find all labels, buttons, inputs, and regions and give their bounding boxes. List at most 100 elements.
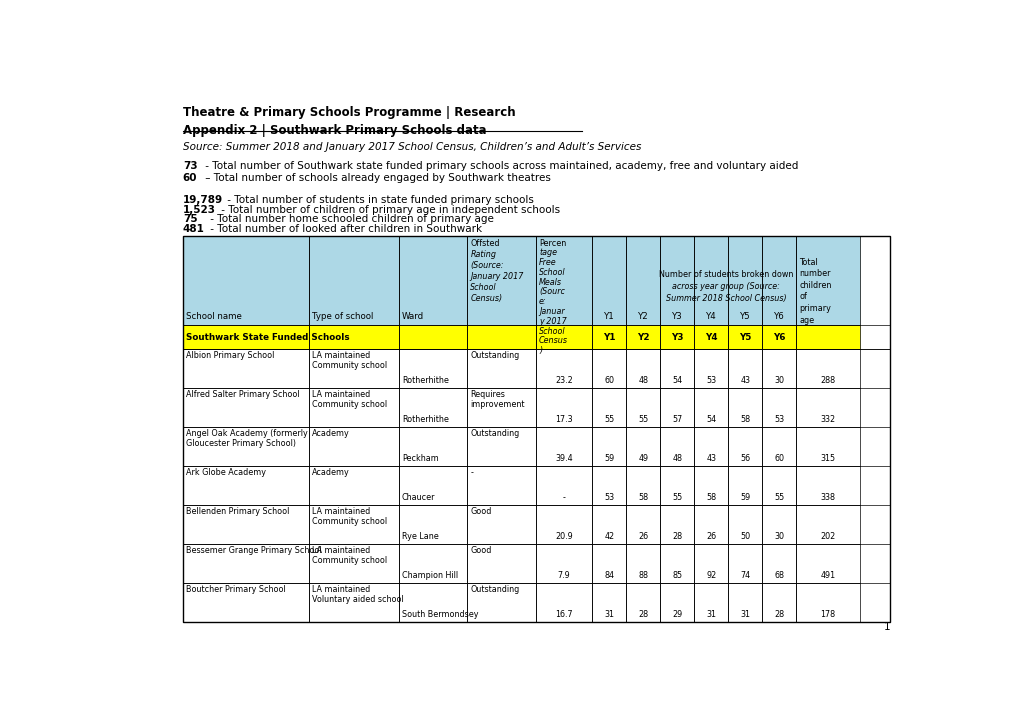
Text: 56: 56 — [740, 454, 750, 463]
Bar — [309, 427, 398, 466]
Bar — [796, 505, 859, 544]
Text: 178: 178 — [819, 610, 835, 619]
Bar — [659, 583, 694, 622]
Text: - Total number home schooled children of primary age: - Total number home schooled children of… — [206, 214, 493, 224]
Text: 60: 60 — [182, 172, 197, 182]
Text: tage: tage — [538, 249, 556, 257]
Text: Ward: Ward — [401, 312, 424, 322]
Text: 73: 73 — [182, 162, 198, 172]
Text: Community school: Community school — [312, 556, 386, 565]
Text: 43: 43 — [705, 454, 715, 463]
Text: 26: 26 — [705, 532, 715, 541]
Bar — [728, 505, 761, 544]
Bar — [761, 388, 796, 427]
Bar — [626, 505, 659, 544]
Text: 1,523: 1,523 — [182, 205, 216, 215]
Bar — [626, 427, 659, 466]
Text: Y3: Y3 — [671, 332, 683, 342]
Bar — [761, 583, 796, 622]
Text: -: - — [562, 493, 566, 502]
Bar — [694, 236, 728, 325]
Bar — [659, 349, 694, 388]
Text: Y5: Y5 — [739, 312, 750, 322]
Bar — [535, 388, 592, 427]
Bar — [182, 349, 309, 388]
Text: 55: 55 — [773, 493, 784, 502]
Text: 58: 58 — [740, 415, 750, 424]
Bar — [694, 505, 728, 544]
Text: 55: 55 — [638, 415, 648, 424]
Text: 49: 49 — [638, 454, 648, 463]
Text: Gloucester Primary School): Gloucester Primary School) — [185, 439, 296, 448]
Bar — [659, 505, 694, 544]
Bar — [535, 325, 592, 349]
Bar — [467, 325, 535, 349]
Text: 54: 54 — [705, 415, 715, 424]
Text: 39.4: 39.4 — [554, 454, 573, 463]
Text: 48: 48 — [638, 376, 648, 385]
Bar — [309, 505, 398, 544]
Text: - Total number of children of primary age in independent schools: - Total number of children of primary ag… — [218, 205, 560, 215]
Text: 53: 53 — [604, 493, 613, 502]
Bar — [728, 325, 761, 349]
Text: (Source:: (Source: — [470, 261, 503, 270]
Bar — [398, 388, 467, 427]
Text: Requires: Requires — [470, 390, 504, 399]
Text: Number of students broken down: Number of students broken down — [658, 270, 793, 279]
Text: 53: 53 — [705, 376, 715, 385]
Text: 288: 288 — [819, 376, 835, 385]
Text: Offsted: Offsted — [470, 239, 499, 247]
Text: 19,789: 19,789 — [182, 195, 223, 205]
Bar — [535, 349, 592, 388]
Text: 315: 315 — [819, 454, 835, 463]
Bar — [467, 427, 535, 466]
Bar — [694, 349, 728, 388]
Text: Y5: Y5 — [739, 332, 751, 342]
Text: School name: School name — [185, 312, 242, 322]
Text: 1: 1 — [882, 622, 890, 632]
Bar — [467, 544, 535, 583]
Bar — [728, 544, 761, 583]
Text: 481: 481 — [182, 224, 205, 234]
Text: Community school: Community school — [312, 517, 386, 526]
Text: Y1: Y1 — [602, 332, 615, 342]
Bar — [796, 544, 859, 583]
Bar — [659, 466, 694, 505]
Text: 42: 42 — [604, 532, 613, 541]
Text: e:: e: — [538, 297, 546, 306]
Bar — [796, 427, 859, 466]
Text: primary: primary — [799, 304, 830, 313]
Bar — [761, 236, 796, 325]
Bar — [659, 427, 694, 466]
Bar — [626, 583, 659, 622]
Bar — [796, 325, 859, 349]
Text: Ark Globe Academy: Ark Globe Academy — [185, 469, 266, 477]
Text: Voluntary aided school: Voluntary aided school — [312, 595, 404, 604]
Text: 55: 55 — [672, 493, 682, 502]
Text: 60: 60 — [773, 454, 784, 463]
Bar — [728, 583, 761, 622]
Text: 60: 60 — [604, 376, 613, 385]
Bar — [728, 349, 761, 388]
Bar — [309, 236, 398, 325]
Bar — [398, 325, 467, 349]
Text: 31: 31 — [740, 610, 750, 619]
Bar — [535, 583, 592, 622]
Bar — [694, 544, 728, 583]
Bar — [728, 466, 761, 505]
Bar — [182, 544, 309, 583]
Bar — [398, 466, 467, 505]
Text: y 2017: y 2017 — [538, 317, 567, 326]
Bar — [592, 325, 626, 349]
Bar — [182, 388, 309, 427]
Text: LA maintained: LA maintained — [312, 508, 370, 516]
Bar — [796, 388, 859, 427]
Text: 53: 53 — [773, 415, 784, 424]
Bar — [398, 427, 467, 466]
Bar — [592, 236, 626, 325]
Bar — [626, 236, 659, 325]
Text: Y3: Y3 — [672, 312, 682, 322]
Text: Champion Hill: Champion Hill — [401, 571, 458, 580]
Bar — [761, 427, 796, 466]
Text: 74: 74 — [740, 571, 750, 580]
